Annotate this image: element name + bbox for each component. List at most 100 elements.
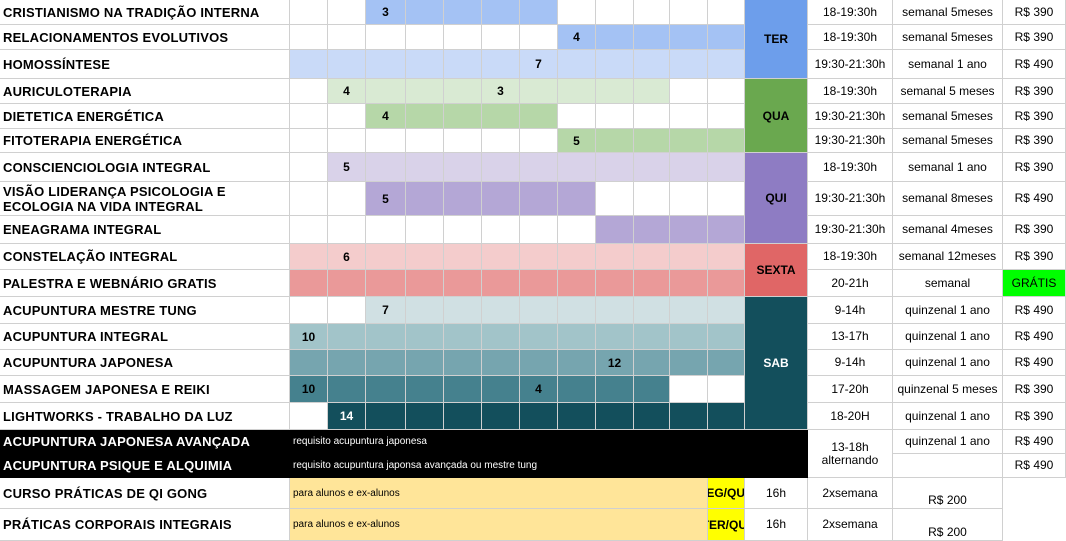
schedule-cell — [482, 376, 520, 403]
schedule-cell — [444, 350, 482, 376]
schedule-cell — [482, 0, 520, 25]
course-frequency: semanal 8meses — [893, 182, 1003, 216]
module-count-label: 7 — [366, 297, 406, 324]
schedule-cell — [634, 297, 670, 324]
empty-cell — [893, 454, 1003, 478]
advanced-course-time: 13-18h alternando — [808, 430, 893, 478]
module-count-label: 14 — [328, 403, 366, 430]
schedule-cell — [290, 270, 328, 297]
module-count-label: 4 — [558, 25, 596, 50]
schedule-cell — [482, 129, 520, 153]
schedule-cell — [328, 270, 366, 297]
schedule-cell — [328, 324, 366, 350]
course-price: R$ 390 — [1003, 25, 1066, 50]
schedule-cell — [482, 403, 520, 430]
schedule-cell — [328, 350, 366, 376]
schedule-cell — [634, 129, 670, 153]
advanced-course-frequency: quinzenal 1 ano — [893, 430, 1003, 454]
module-count-label: 6 — [328, 244, 366, 270]
schedule-cell — [520, 79, 558, 104]
course-price: R$ 490 — [1003, 50, 1066, 79]
schedule-cell — [520, 25, 558, 50]
course-name: CRISTIANISMO NA TRADIÇÃO INTERNA — [0, 0, 290, 25]
course-frequency: semanal 1 ano — [893, 50, 1003, 79]
course-price: R$ 490 — [1003, 297, 1066, 324]
schedule-cell — [444, 182, 482, 216]
schedule-cell — [634, 216, 670, 244]
schedule-cell — [482, 104, 520, 129]
schedule-cell — [708, 403, 745, 430]
schedule-cell — [558, 324, 596, 350]
schedule-cell — [328, 104, 366, 129]
schedule-cell — [482, 244, 520, 270]
schedule-cell — [290, 50, 328, 79]
course-time: 19:30-21:30h — [808, 129, 893, 153]
course-name: LIGHTWORKS - TRABALHO DA LUZ — [0, 403, 290, 430]
course-name: HOMOSSÍNTESE — [0, 50, 290, 79]
schedule-cell — [366, 376, 406, 403]
schedule-cell — [558, 244, 596, 270]
schedule-cell — [444, 324, 482, 350]
schedule-cell — [444, 0, 482, 25]
course-frequency: semanal — [893, 270, 1003, 297]
practice-time: 16h — [745, 509, 808, 541]
schedule-cell — [670, 182, 708, 216]
schedule-cell — [558, 104, 596, 129]
advanced-course-name: ACUPUNTURA PSIQUE E ALQUIMIA — [0, 454, 290, 478]
course-frequency: semanal 5meses — [893, 104, 1003, 129]
module-count-label: 4 — [520, 376, 558, 403]
free-price-badge: GRÁTIS — [1003, 270, 1066, 297]
advanced-course-price: R$ 490 — [1003, 430, 1066, 454]
course-price: R$ 390 — [1003, 129, 1066, 153]
schedule-cell — [558, 270, 596, 297]
schedule-cell — [444, 376, 482, 403]
module-count-label: 5 — [328, 153, 366, 182]
course-time: 19:30-21:30h — [808, 216, 893, 244]
schedule-cell — [482, 50, 520, 79]
course-name: CONSTELAÇÃO INTEGRAL — [0, 244, 290, 270]
schedule-cell — [366, 216, 406, 244]
course-price: R$ 490 — [1003, 350, 1066, 376]
schedule-cell — [520, 104, 558, 129]
schedule-cell — [290, 297, 328, 324]
schedule-cell — [520, 350, 558, 376]
course-time: 20-21h — [808, 270, 893, 297]
schedule-cell — [634, 79, 670, 104]
schedule-cell — [670, 216, 708, 244]
schedule-cell — [596, 244, 634, 270]
schedule-cell — [444, 25, 482, 50]
schedule-cell — [708, 79, 745, 104]
practice-days: SEG/QUA — [708, 478, 745, 509]
schedule-cell — [366, 244, 406, 270]
schedule-cell — [366, 403, 406, 430]
course-name: ACUPUNTURA MESTRE TUNG — [0, 297, 290, 324]
schedule-cell — [520, 403, 558, 430]
schedule-cell — [290, 79, 328, 104]
schedule-cell — [708, 350, 745, 376]
schedule-cell — [670, 403, 708, 430]
schedule-cell — [482, 25, 520, 50]
schedule-cell — [366, 324, 406, 350]
schedule-cell — [444, 79, 482, 104]
schedule-cell — [670, 50, 708, 79]
schedule-cell — [520, 270, 558, 297]
advanced-course-name: ACUPUNTURA JAPONESA AVANÇADA — [0, 430, 290, 454]
course-time: 17-20h — [808, 376, 893, 403]
course-name: ACUPUNTURA INTEGRAL — [0, 324, 290, 350]
schedule-cell — [290, 153, 328, 182]
schedule-cell — [520, 324, 558, 350]
weekday-block: SEXTA — [745, 244, 808, 297]
schedule-cell — [558, 376, 596, 403]
practice-name: PRÁTICAS CORPORAIS INTEGRAIS — [0, 509, 290, 541]
schedule-cell — [366, 25, 406, 50]
schedule-cell — [290, 0, 328, 25]
schedule-cell — [290, 350, 328, 376]
schedule-cell — [406, 182, 444, 216]
schedule-cell — [670, 79, 708, 104]
schedule-cell — [596, 50, 634, 79]
schedule-cell — [366, 270, 406, 297]
schedule-cell — [444, 129, 482, 153]
schedule-cell — [708, 376, 745, 403]
schedule-cell — [670, 376, 708, 403]
